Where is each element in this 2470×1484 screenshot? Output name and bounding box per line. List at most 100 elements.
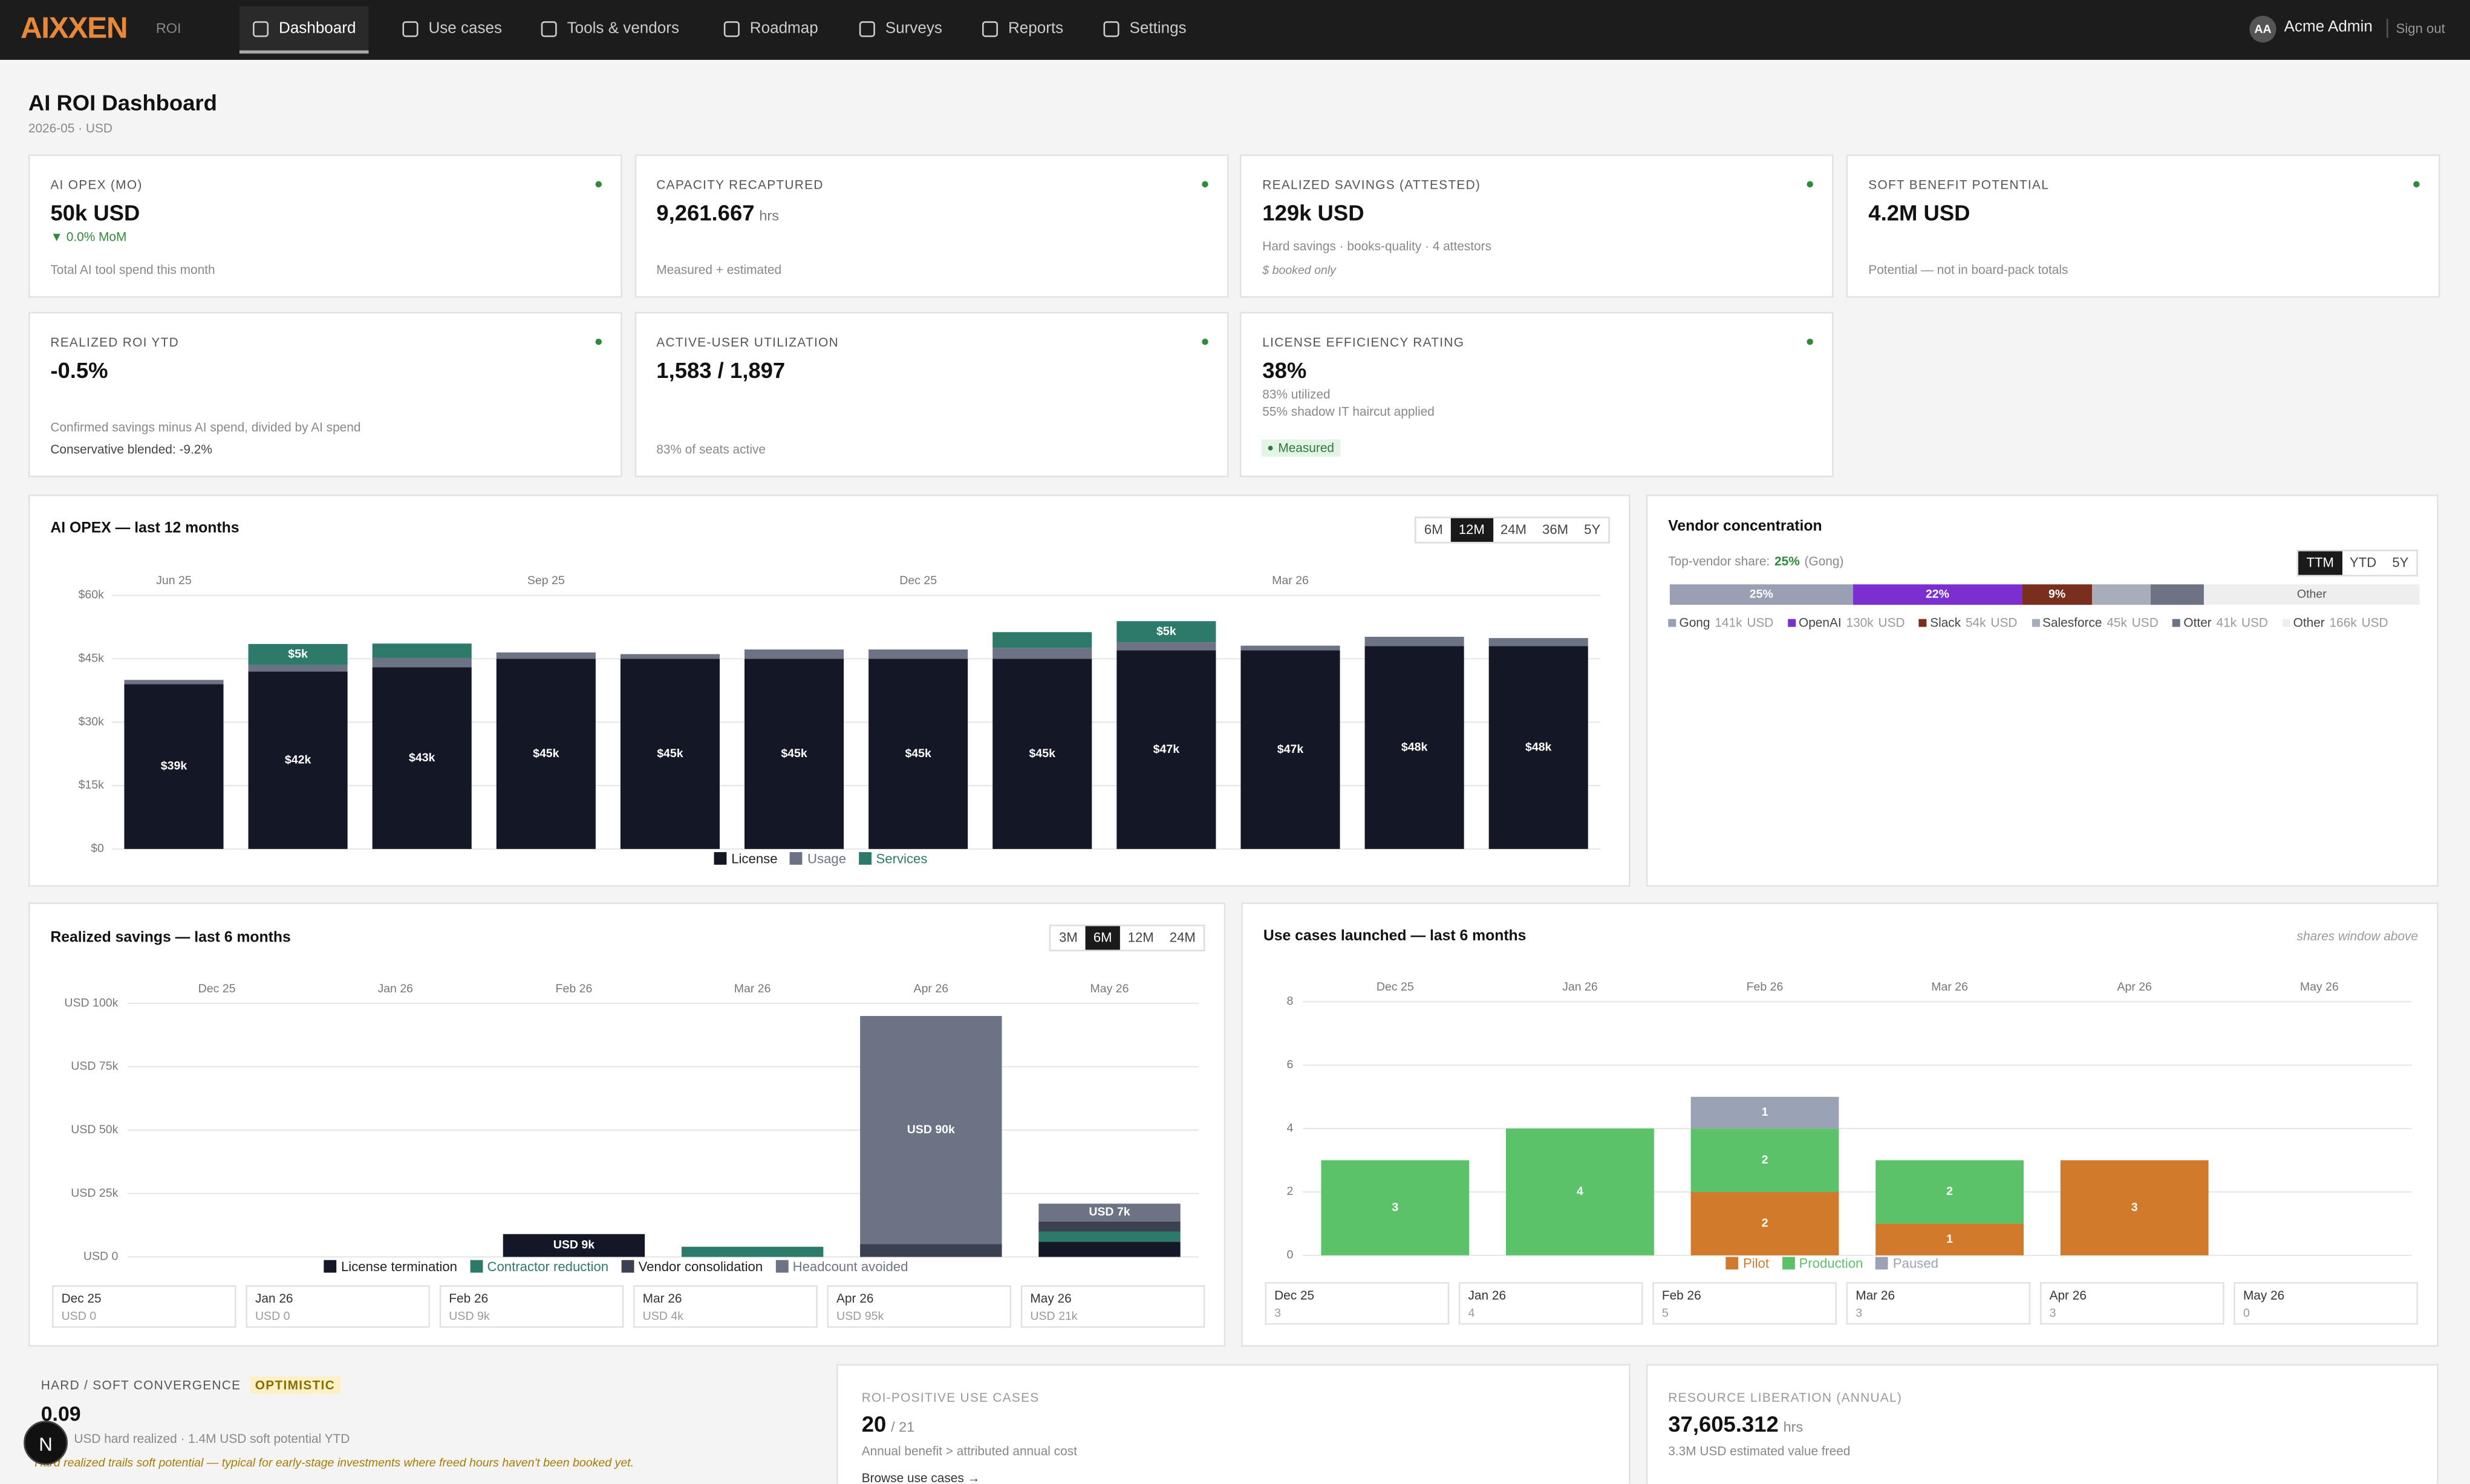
range-button[interactable]: 6M xyxy=(1424,521,1443,538)
badge-dot xyxy=(1268,446,1274,451)
kpi-value: 50k USD xyxy=(50,200,140,226)
status-dot xyxy=(595,338,602,345)
y-tick-label: 2 xyxy=(1287,1185,1294,1198)
nav-label: Roadmap xyxy=(749,19,818,37)
kpi-card: REALIZED SAVINGS (ATTESTED) 129k USD $ boo… xyxy=(1240,154,1834,298)
icon-shape xyxy=(402,20,419,36)
nav-item[interactable]: Settings xyxy=(1090,6,1199,50)
bar-segment xyxy=(1875,1223,2024,1255)
vendor-segment xyxy=(2022,584,2093,605)
nav-item[interactable]: Roadmap xyxy=(711,6,831,50)
kpi-number: 50k USD xyxy=(50,200,140,226)
cell-total: 3 xyxy=(1856,1306,1863,1320)
convergence-label: HARD / SOFT CONVERGENCE OPTIMISTIC xyxy=(41,1376,340,1395)
bar-segment xyxy=(372,667,472,849)
legend-item: Services xyxy=(858,850,927,867)
product-tag: ROI xyxy=(155,20,181,36)
icon-shape xyxy=(541,20,557,36)
kpi-note: Potential — not in board-pack totals xyxy=(1868,262,2068,278)
nav-item[interactable]: Tools & vendors xyxy=(528,6,692,50)
x-tick-label: Apr 26 xyxy=(2117,980,2152,994)
card-detail: 3.3M USD estimated value freed xyxy=(1668,1444,1851,1459)
data-label: $45k xyxy=(781,747,807,760)
legend-label: Pilot xyxy=(1742,1255,1770,1271)
bar-segment xyxy=(503,1234,645,1257)
kpi-detail: 83% utilized xyxy=(1262,387,1331,402)
bar-segment xyxy=(744,649,844,659)
x-tick-label: Apr 26 xyxy=(914,982,949,995)
nav-item[interactable]: Reports xyxy=(969,6,1076,50)
range-button[interactable]: 6M xyxy=(1085,926,1120,950)
range-button[interactable]: 3M xyxy=(1059,929,1078,945)
sign-out[interactable]: Sign out xyxy=(2396,20,2445,36)
legend-swatch xyxy=(324,1260,337,1273)
vendor-segment xyxy=(1852,584,2022,605)
card-label: ROI-POSITIVE USE CASES xyxy=(861,1390,1040,1405)
legend: License Usage Services xyxy=(714,850,927,867)
data-label: 3 xyxy=(2131,1200,2138,1214)
nav-item[interactable]: Surveys xyxy=(846,6,955,50)
kpi-value: -0.5% xyxy=(50,357,108,383)
legend-value: 54k xyxy=(1965,616,1986,630)
nav-item[interactable]: Use cases xyxy=(389,6,515,50)
chart-title: Vendor concentration xyxy=(1668,518,1822,536)
cell-month: Feb 26 xyxy=(449,1291,489,1306)
icon-shape xyxy=(1103,20,1119,36)
range-button[interactable]: TTM xyxy=(2298,551,2342,575)
legend-item: Usage xyxy=(790,850,846,867)
cell-total: 0 xyxy=(2243,1306,2250,1320)
legend-unit: USD xyxy=(2241,616,2268,630)
legend-label: Salesforce xyxy=(2042,616,2102,630)
legend-label: Slack xyxy=(1930,616,1961,630)
cell-month: Mar 26 xyxy=(642,1291,682,1306)
range-button[interactable]: 24M xyxy=(1500,521,1527,538)
dev-badge[interactable]: N xyxy=(24,1421,68,1465)
range-button[interactable]: YTD xyxy=(2349,554,2377,570)
y-tick-label: $30k xyxy=(79,715,105,728)
kpi-card: SOFT BENEFIT POTENTIAL 4.2M USD Potential … xyxy=(1846,154,2440,298)
legend-label: Other xyxy=(2293,616,2325,630)
segment-label: Other xyxy=(2297,587,2327,600)
card-value: 20/ 21 xyxy=(862,1411,914,1437)
page-title: AI ROI Dashboard xyxy=(28,89,217,116)
share-label: Top-vendor share: xyxy=(1668,554,1770,569)
y-tick-label: USD 75k xyxy=(71,1059,118,1073)
value-text: 20 xyxy=(861,1411,887,1437)
data-label: USD 9k xyxy=(553,1238,595,1252)
bar-segment xyxy=(860,1244,1002,1257)
cell-month: Apr 26 xyxy=(2049,1288,2087,1303)
kpi-note: Measured + estimated xyxy=(656,262,782,278)
chart-title: Use cases launched — last 6 months xyxy=(1263,928,1527,945)
legend-swatch xyxy=(775,1260,788,1273)
range-button[interactable]: 12M xyxy=(1127,929,1154,945)
cell-total: 3 xyxy=(1274,1306,1281,1320)
legend-value: 41k xyxy=(2216,616,2237,630)
divider xyxy=(2386,19,2388,38)
range-button[interactable]: 5Y xyxy=(2392,554,2409,570)
browse-link[interactable]: Browse use cases → xyxy=(861,1471,980,1484)
legend-item: Salesforce 45k USD xyxy=(2031,616,2159,630)
range-button[interactable]: 36M xyxy=(1542,521,1569,538)
range-button[interactable]: 12M xyxy=(1450,518,1493,542)
summary-cell: May 26 0 xyxy=(2234,1282,2419,1325)
kpi-number: 4.2M USD xyxy=(1868,200,1970,226)
panel: ROI-POSITIVE USE CASES 20/ 21 Annual benef… xyxy=(836,1364,1631,1484)
range-button[interactable]: 24M xyxy=(1169,929,1196,945)
cell-month: Dec 25 xyxy=(1274,1288,1315,1303)
nav-icon xyxy=(982,20,999,36)
legend-item: Pilot xyxy=(1725,1255,1769,1271)
bar-segment xyxy=(1875,1160,2024,1224)
nav-item[interactable]: Dashboard xyxy=(239,6,369,54)
x-tick-label: Feb 26 xyxy=(556,982,593,995)
bar-segment xyxy=(124,684,224,849)
kpi-number: -0.5% xyxy=(50,357,108,383)
kpi-delta: ▼ 0.0% MoM xyxy=(50,230,127,244)
kpi-footnote: $ booked only xyxy=(1262,262,1336,278)
legend-unit: USD xyxy=(2361,616,2388,630)
range-button[interactable]: 5Y xyxy=(1584,521,1601,538)
y-tick-label: $60k xyxy=(79,588,105,602)
bar-segment xyxy=(1116,621,1216,643)
bar-segment xyxy=(681,1246,824,1257)
kpi-badge: Measured xyxy=(1262,439,1341,457)
